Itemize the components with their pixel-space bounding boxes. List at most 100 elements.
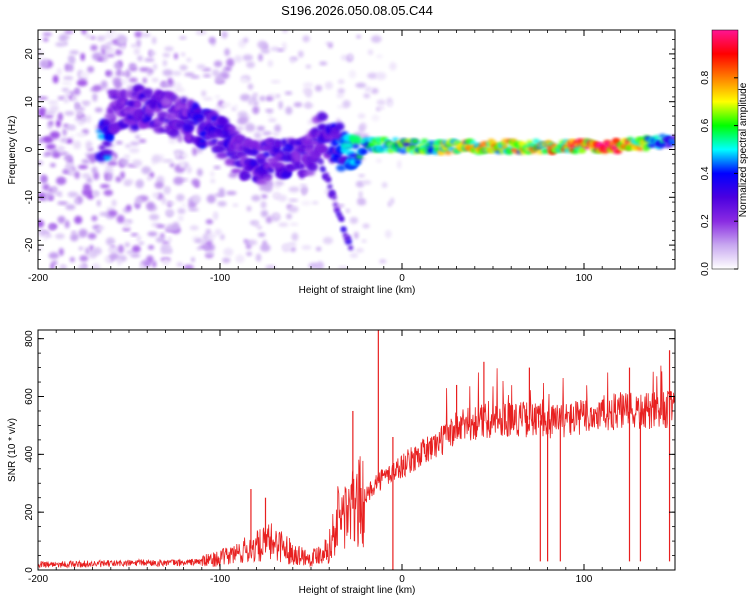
spectrogram-noise-blob bbox=[130, 253, 141, 258]
spectrogram-ridge-blob bbox=[101, 149, 114, 155]
spectrogram-ridge-blob bbox=[489, 140, 497, 146]
spectrogram-noise-blob bbox=[316, 261, 324, 269]
spectrogram-noise-blob bbox=[273, 213, 280, 218]
spectrogram-noise-blob bbox=[311, 201, 319, 205]
spectrogram-noise-blob bbox=[139, 262, 145, 269]
spectrogram-noise-blob bbox=[114, 49, 123, 56]
spectrogram-ridge-blob bbox=[235, 134, 246, 143]
spectrogram-noise-blob bbox=[277, 48, 285, 52]
spectrogram-noise-blob bbox=[278, 222, 289, 227]
spectrogram-noise-blob bbox=[123, 154, 131, 159]
spectrogram-noise-blob bbox=[174, 87, 186, 93]
spectrogram-noise-blob bbox=[340, 54, 348, 61]
spectrogram-noise-blob bbox=[105, 70, 111, 77]
spectrogram-noise-blob bbox=[165, 209, 175, 216]
spectrogram-noise-blob bbox=[75, 132, 87, 137]
spectrogram-noise-blob bbox=[80, 52, 86, 61]
spectrogram-noise-blob bbox=[169, 162, 175, 168]
spectrogram-noise-blob bbox=[96, 199, 101, 207]
spectrogram-branch-blob bbox=[320, 167, 326, 173]
spectrogram-noise-blob bbox=[274, 124, 282, 133]
spectrogram-noise-blob bbox=[138, 241, 145, 245]
spectrogram-noise-blob bbox=[172, 70, 182, 76]
snr-xtick-label-2: 0 bbox=[399, 574, 405, 585]
spectrogram-noise-blob bbox=[192, 147, 198, 156]
spectrogram-ridge-blob bbox=[438, 150, 446, 155]
spectrogram-noise-blob bbox=[76, 109, 84, 118]
spectrogram-ridge-blob bbox=[107, 133, 115, 142]
spectrogram-ridge-blob bbox=[355, 154, 363, 159]
spectrogram-noise-blob bbox=[289, 222, 299, 226]
snr-panel: -200 -100 0 100 0 200 400 600 800 Height of stra… bbox=[7, 329, 676, 596]
spectrogram-noise-blob bbox=[85, 247, 90, 255]
spectrogram-noise-blob bbox=[79, 255, 89, 262]
spectrogram-noise-blob bbox=[147, 244, 155, 250]
spectrogram-noise-blob bbox=[220, 233, 225, 241]
spectrogram-noise-blob bbox=[38, 161, 44, 165]
spectrogram-noise-blob bbox=[217, 200, 227, 207]
spectrogram-noise-blob bbox=[278, 100, 283, 110]
spectrogram-ridge-blob bbox=[375, 141, 383, 146]
spectrogram-ytick-label-2: 0 bbox=[24, 146, 35, 152]
spectrogram-xlabel: Height of straight line (km) bbox=[299, 285, 416, 296]
spectrogram-xtick-label-3: 100 bbox=[576, 273, 593, 284]
spectrogram-noise-blob bbox=[164, 46, 174, 52]
spectrogram-noise-blob bbox=[177, 207, 186, 215]
spectrogram-noise-blob bbox=[74, 198, 79, 205]
spectrogram-noise-blob bbox=[202, 67, 212, 72]
spectrogram-noise-blob bbox=[379, 259, 387, 264]
spectrogram-noise-blob bbox=[370, 87, 379, 94]
spectrogram-ridge-blob bbox=[293, 152, 302, 163]
spectrogram-noise-blob bbox=[73, 140, 82, 150]
spectrogram-noise-blob bbox=[210, 178, 216, 184]
spectrogram-marks bbox=[38, 30, 675, 269]
spectrogram-ridge-blob bbox=[409, 144, 417, 150]
spectrogram-noise-blob bbox=[85, 140, 93, 150]
spectrogram-ridge-blob bbox=[669, 140, 675, 146]
spectrogram-noise-blob bbox=[48, 196, 54, 201]
spectrogram-noise-blob bbox=[223, 247, 234, 257]
spectrogram-noise-blob bbox=[58, 34, 68, 43]
spectrogram-ridge-blob bbox=[218, 117, 230, 126]
spectrogram-noise-blob bbox=[238, 115, 249, 125]
spectrogram-ridge-blob bbox=[102, 140, 112, 147]
spectrogram-noise-blob bbox=[152, 260, 157, 268]
spectrogram-noise-blob bbox=[100, 44, 111, 50]
spectrogram-noise-blob bbox=[355, 82, 367, 88]
spectrogram-noise-blob bbox=[226, 58, 235, 68]
spectrogram-noise-blob bbox=[305, 64, 312, 69]
spectrogram-ridge-blob bbox=[377, 147, 385, 152]
spectrogram-noise-blob bbox=[57, 112, 64, 122]
spectrogram-noise-blob bbox=[117, 257, 122, 266]
spectrogram-noise-blob bbox=[91, 247, 102, 256]
spectrogram-noise-blob bbox=[265, 265, 276, 269]
spectrogram-noise-blob bbox=[146, 176, 152, 181]
spectrogram-noise-blob bbox=[129, 147, 140, 154]
spectrogram-noise-blob bbox=[38, 219, 45, 228]
spectrogram-noise-blob bbox=[83, 183, 92, 191]
spectrogram-noise-blob bbox=[64, 110, 75, 116]
spectrogram-ridge-blob bbox=[391, 137, 399, 142]
spectrogram-noise-blob bbox=[381, 182, 388, 189]
spectrogram-noise-blob bbox=[213, 151, 219, 160]
spectrogram-noise-blob bbox=[397, 160, 402, 169]
spectrogram-noise-blob bbox=[125, 204, 132, 211]
spectrogram-noise-blob bbox=[162, 159, 174, 163]
spectrogram-noise-blob bbox=[76, 79, 88, 87]
spectrogram-noise-blob bbox=[196, 64, 206, 70]
spectrogram-noise-blob bbox=[156, 224, 166, 228]
spectrogram-noise-blob bbox=[68, 56, 76, 65]
spectrogram-noise-blob bbox=[252, 105, 260, 115]
spectrogram-noise-blob bbox=[288, 186, 300, 193]
spectrogram-noise-blob bbox=[248, 97, 254, 106]
spectrogram-noise-blob bbox=[342, 100, 351, 109]
spectrogram-noise-blob bbox=[235, 254, 245, 264]
spectrogram-noise-blob bbox=[210, 170, 215, 178]
spectrogram-noise-blob bbox=[147, 68, 154, 74]
spectrogram-noise-blob bbox=[149, 171, 155, 179]
chart-title: S196.2026.050.08.05.C44 bbox=[281, 3, 433, 18]
spectrogram-noise-blob bbox=[293, 102, 303, 108]
spectrogram-noise-blob bbox=[100, 80, 108, 89]
spectrogram-noise-blob bbox=[181, 203, 187, 207]
